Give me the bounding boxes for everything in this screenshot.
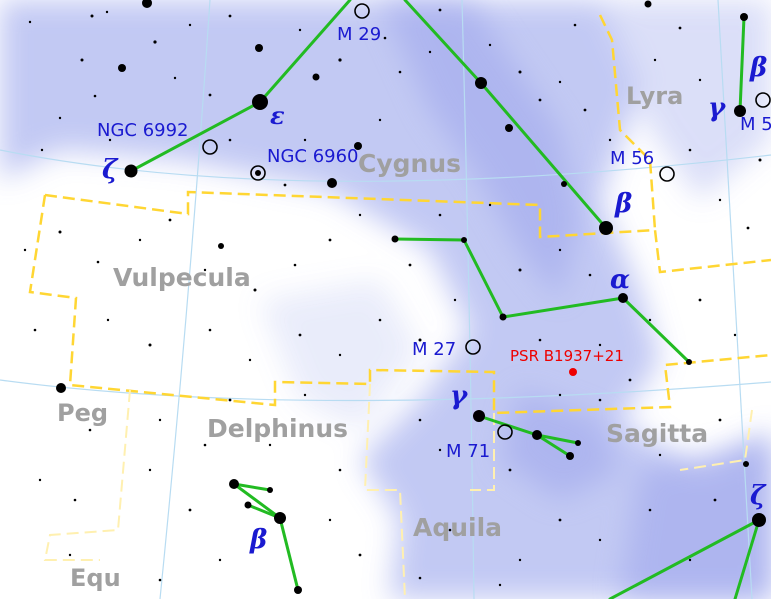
label-sagitta: Sagitta	[606, 419, 708, 448]
label-lyra: Lyra	[626, 82, 683, 110]
m56-marker	[659, 166, 675, 182]
label-pegasus: Peg	[57, 399, 108, 427]
label-del-beta: β	[249, 525, 267, 555]
ngc6960-center-star	[255, 170, 261, 176]
ngc6960-marker	[250, 165, 266, 181]
label-cyg-beta: β	[614, 189, 632, 219]
label-equuleus: Equ	[70, 564, 121, 592]
pulsar-marker	[569, 368, 577, 376]
label-cyg-zeta: ζ	[102, 155, 119, 185]
label-sge-alpha: α	[610, 265, 630, 295]
m29-marker	[354, 3, 370, 19]
label-delphinus: Delphinus	[207, 414, 348, 443]
label-m29: M 29	[337, 24, 381, 45]
label-cyg-epsilon: ε	[270, 101, 285, 130]
label-sge-gamma: γ	[450, 381, 469, 411]
m57-marker	[755, 92, 771, 108]
label-aquila: Aquila	[413, 513, 502, 542]
label-m27: M 27	[412, 339, 456, 360]
label-lyr-gamma: γ	[708, 93, 727, 123]
major-stars	[56, 0, 766, 594]
minor-stars	[23, 8, 762, 587]
deep-sky-objects	[202, 3, 771, 440]
label-aql-zeta: ζ	[750, 481, 767, 511]
label-lyr-beta: β	[749, 53, 767, 83]
constellation-boundaries	[28, 14, 771, 415]
m71-marker	[497, 424, 513, 440]
label-vulpecula: Vulpecula	[113, 263, 251, 292]
label-ngc6992: NGC 6992	[97, 120, 189, 141]
label-ngc6960: NGC 6960	[267, 146, 359, 167]
label-m71: M 71	[446, 441, 490, 462]
m27-marker	[465, 339, 481, 355]
label-cygnus: Cygnus	[358, 149, 461, 178]
constellation-boundaries-faint	[43, 383, 753, 599]
label-pulsar: PSR B1937+21	[510, 347, 624, 365]
label-m57: M 5	[740, 114, 771, 135]
milky-way-dense	[380, 0, 771, 599]
label-m56: M 56	[610, 148, 654, 169]
ngc6992-marker	[202, 139, 218, 155]
